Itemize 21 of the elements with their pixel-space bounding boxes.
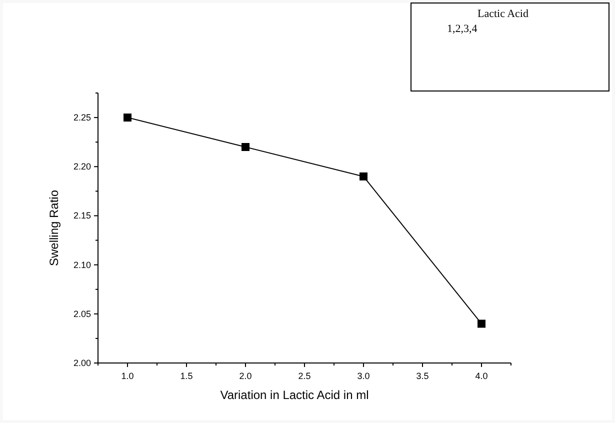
- x-tick-label: 3.0: [357, 371, 370, 381]
- y-tick-label: 2.15: [73, 210, 91, 221]
- x-tick-label: 4.0: [475, 371, 488, 381]
- y-tick-label: 2.25: [73, 112, 91, 123]
- text: Lactic Acid: [477, 8, 529, 20]
- x-tick-label: 2.0: [239, 371, 252, 381]
- point: [360, 172, 368, 180]
- x-tick-label: 1.0: [121, 371, 134, 381]
- x-axis-title: Variation in Lactic Acid in ml: [220, 388, 369, 402]
- point: [242, 143, 250, 151]
- y-tick-label: 2.00: [73, 358, 91, 368]
- y-tick-label: 2.10: [73, 260, 91, 270]
- y-tick-label: 2.20: [73, 162, 91, 172]
- x-tick-label: 1.5: [180, 371, 193, 381]
- y-tick-label: 2.05: [73, 308, 91, 319]
- x-tick-label: 2.5: [298, 371, 311, 381]
- x-tick-label: 3.5: [416, 371, 429, 381]
- point: [478, 320, 486, 328]
- text: 1,2,3,4: [447, 23, 478, 35]
- point: [124, 114, 132, 122]
- y-axis-title: Swelling Ratio: [47, 190, 61, 266]
